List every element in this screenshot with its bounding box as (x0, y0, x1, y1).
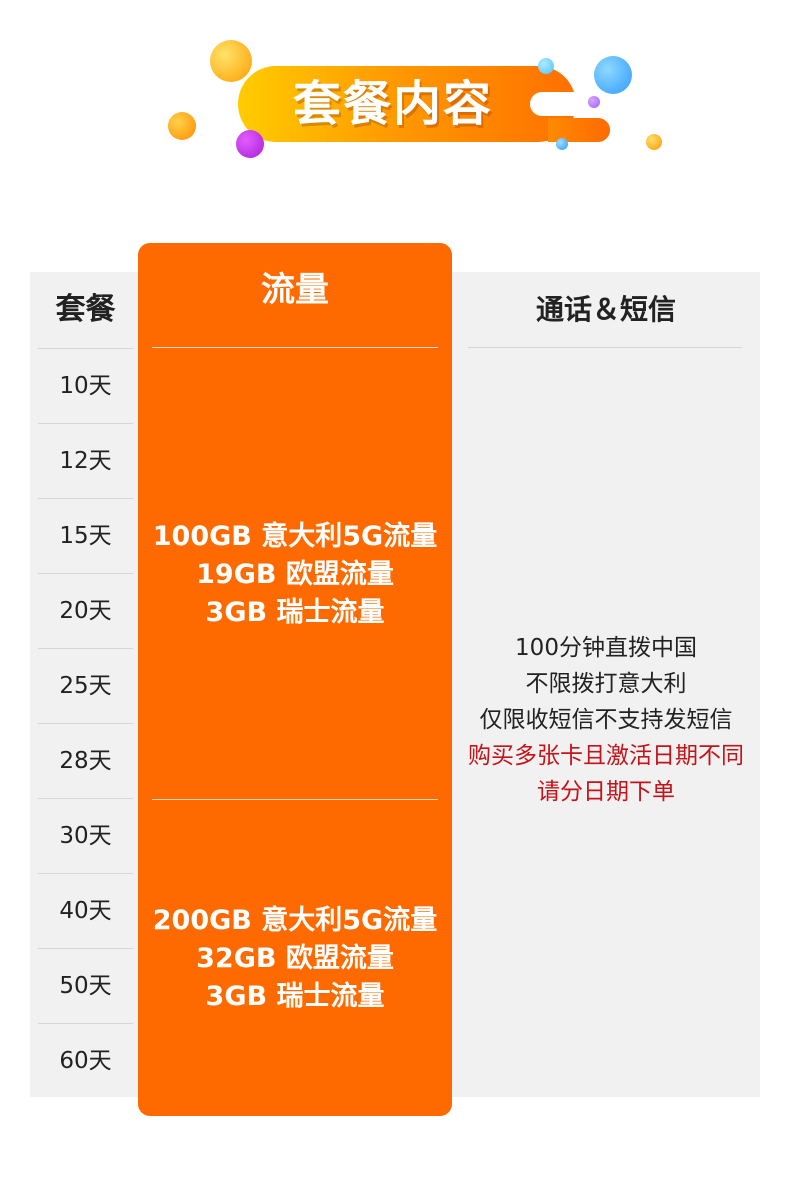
data-divider (152, 799, 438, 800)
data-column (138, 243, 452, 1116)
data-allowance-line: 19GB 欧盟流量 (196, 559, 394, 590)
call-divider (468, 347, 742, 348)
decorative-bubble (594, 56, 632, 94)
data-allowance-line: 32GB 欧盟流量 (196, 943, 394, 974)
call-detail-line: 100分钟直拨中国 (515, 635, 697, 661)
decorative-bubble (588, 96, 600, 108)
plan-duration-list: 10天 12天 15天 20天 25天 28天 30天 40天 50天 60天 (38, 348, 133, 1098)
plan-duration-item: 12天 (38, 423, 133, 498)
data-divider (152, 347, 438, 348)
decorative-bubble (646, 134, 662, 150)
call-detail-line: 仅限收短信不支持发短信 (479, 707, 733, 733)
plan-duration-item: 30天 (38, 798, 133, 873)
banner-bar (238, 66, 576, 142)
plan-duration-item: 50天 (38, 948, 133, 1023)
call-detail-line: 不限拨打意大利 (525, 671, 687, 697)
decorative-bubble (556, 138, 568, 150)
plan-duration-item: 20天 (38, 573, 133, 648)
data-allowance-line: 200GB 意大利5G流量 (152, 905, 438, 936)
page-title: 套餐内容 (292, 76, 493, 132)
decorative-bubble (236, 130, 264, 158)
plan-duration-item: 60天 (38, 1023, 133, 1098)
data-group-short: 100GB 意大利5G流量 19GB 欧盟流量 3GB 瑞士流量 (138, 518, 452, 632)
call-sms-details: 100分钟直拨中国 不限拨打意大利 仅限收短信不支持发短信 购买多张卡且激活日期… (452, 630, 760, 810)
order-note-line: 请分日期下单 (537, 779, 675, 805)
call-sms-column-header: 通话＆短信 (535, 293, 676, 326)
plan-duration-item: 28天 (38, 723, 133, 798)
plan-duration-item: 40天 (38, 873, 133, 948)
decorative-bubble (168, 112, 196, 140)
plan-column-header: 套餐 (55, 292, 116, 327)
plan-duration-item: 10天 (38, 348, 133, 423)
data-allowance-line: 3GB 瑞士流量 (205, 597, 385, 628)
header-banner: 套餐内容 (0, 0, 790, 200)
order-note-line: 购买多张卡且激活日期不同 (468, 743, 744, 769)
data-allowance-line: 100GB 意大利5G流量 (152, 521, 438, 552)
decorative-bubble (210, 40, 252, 82)
decorative-bubble (538, 58, 554, 74)
data-allowance-line: 3GB 瑞士流量 (205, 981, 385, 1012)
banner-notch (530, 92, 620, 116)
data-column-header: 流量 (261, 270, 329, 310)
plan-duration-item: 25天 (38, 648, 133, 723)
data-group-long: 200GB 意大利5G流量 32GB 欧盟流量 3GB 瑞士流量 (138, 902, 452, 1016)
plan-duration-item: 15天 (38, 498, 133, 573)
